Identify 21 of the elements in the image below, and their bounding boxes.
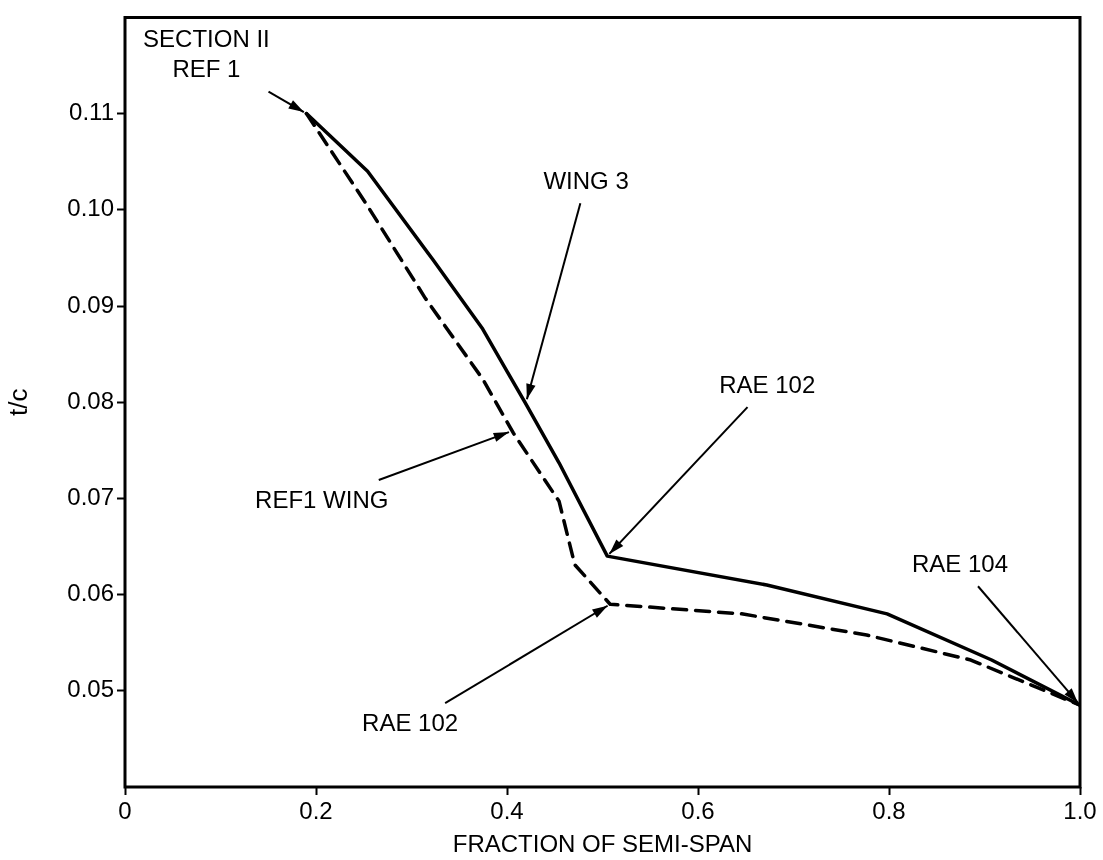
annotation: RAE 102 bbox=[719, 370, 816, 398]
y-tick-label: 0.08 bbox=[67, 386, 114, 414]
y-tick-label: 0.07 bbox=[67, 483, 114, 511]
annotation: RAE 102 bbox=[362, 708, 459, 736]
annotation: RAE 104 bbox=[911, 549, 1009, 577]
annotation: REF1 WING bbox=[255, 485, 389, 513]
y-tick-label: 0.09 bbox=[67, 290, 114, 318]
annotation: SECTION II REF 1 bbox=[143, 25, 270, 83]
annotation: WING 3 bbox=[543, 166, 629, 194]
x-tick-label: 0.4 bbox=[490, 797, 524, 825]
y-tick-label: 0.11 bbox=[69, 98, 114, 126]
x-tick-label: 0 bbox=[118, 797, 132, 825]
x-tick-label: 0.8 bbox=[872, 797, 906, 825]
y-axis-title: t/c bbox=[2, 388, 33, 416]
x-axis-title: FRACTION OF SEMI-SPAN bbox=[452, 830, 753, 858]
x-tick-label: 1.0 bbox=[1063, 797, 1097, 825]
y-tick-label: 0.05 bbox=[67, 675, 114, 703]
y-tick-label: 0.10 bbox=[67, 194, 114, 222]
x-tick-label: 0.6 bbox=[681, 797, 715, 825]
x-tick-label: 0.2 bbox=[299, 797, 333, 825]
y-tick-label: 0.06 bbox=[67, 579, 114, 607]
